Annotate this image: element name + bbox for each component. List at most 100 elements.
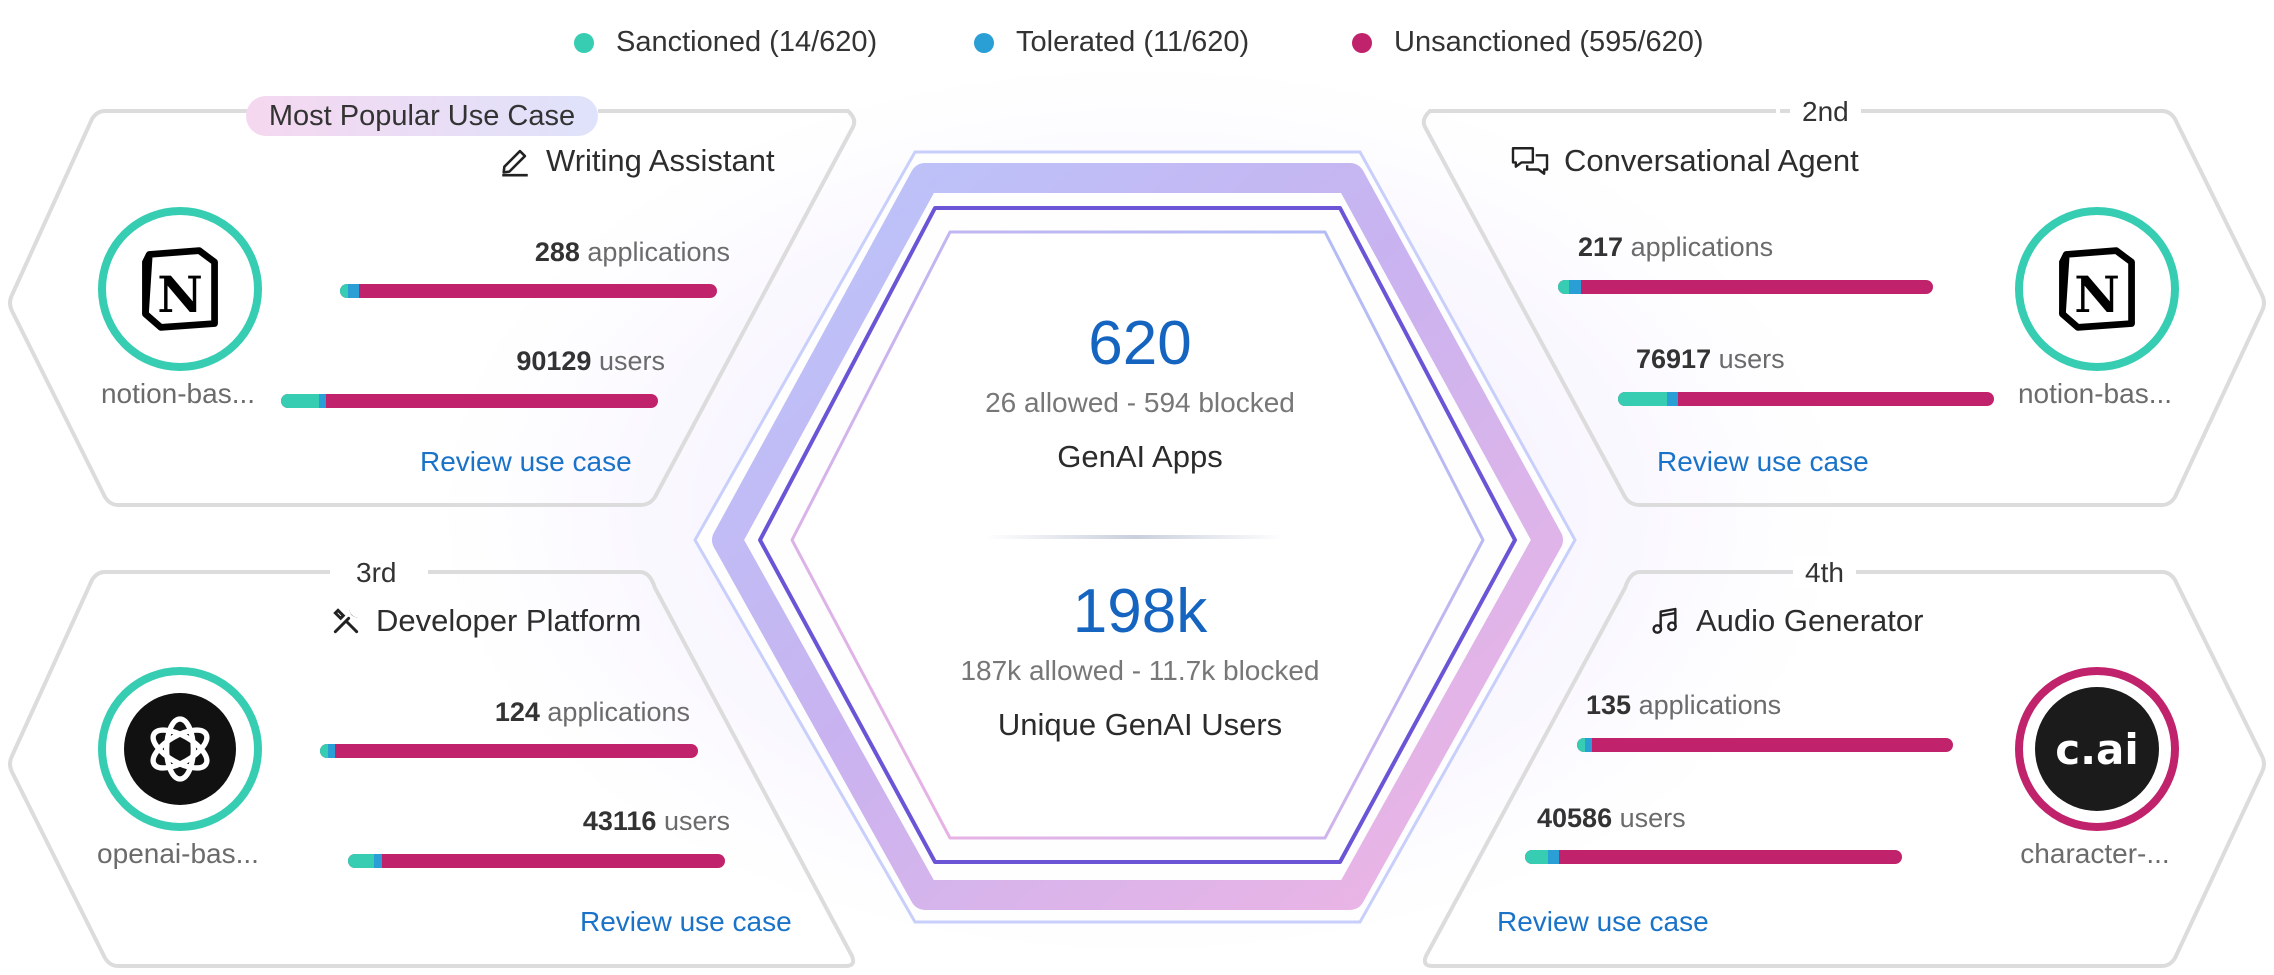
legend-item-unsanctioned[interactable]: Unsanctioned (595/620) — [1352, 26, 1704, 59]
users-bar — [281, 394, 658, 408]
apps-label: GenAI Apps — [1057, 439, 1223, 474]
app-name: notion-bas... — [2017, 378, 2173, 409]
app-name: openai-bas... — [97, 838, 259, 869]
applications-bar — [1577, 738, 1953, 752]
rank-badge: 4th — [1793, 557, 1856, 589]
app-logo-notion: N — [2015, 207, 2179, 371]
apps-breakdown: 26 allowed - 594 blocked — [985, 387, 1295, 418]
card-title-writing-assistant: Writing Assistant — [498, 143, 775, 179]
tolerated-segment — [1547, 850, 1559, 864]
card-title-label: Conversational Agent — [1564, 143, 1859, 178]
users-value: 40586 — [1537, 803, 1613, 833]
unsanctioned-dot-icon — [1352, 32, 1372, 53]
applications-value: 217 — [1578, 232, 1624, 262]
legend-item-sanctioned[interactable]: Sanctioned (14/620) — [574, 26, 877, 59]
users-metric: 90129 users — [420, 346, 665, 377]
logo-text: c.ai — [2055, 724, 2139, 774]
most-popular-badge: Most Popular Use Case — [246, 96, 598, 136]
genai-apps-summary: 620 26 allowed - 594 blocked GenAI Apps — [880, 308, 1400, 475]
card-title-developer-platform: Developer Platform — [330, 603, 641, 639]
app-name: notion-bas... — [100, 378, 256, 409]
review-use-case-link[interactable]: Review use case — [1657, 446, 1869, 477]
users-metric: 40586 users — [1537, 803, 1686, 834]
applications-unit: applications — [1630, 232, 1774, 262]
applications-unit: applications — [1638, 690, 1782, 720]
users-bar — [348, 854, 725, 868]
card-frame-developer — [8, 570, 856, 968]
sanctioned-segment — [1558, 280, 1570, 294]
users-breakdown: 187k allowed - 11.7k blocked — [960, 655, 1320, 686]
users-label: Unique GenAI Users — [997, 707, 1283, 742]
users-bar — [1525, 850, 1902, 864]
app-name: character-... — [2020, 838, 2170, 869]
tolerated-segment — [318, 394, 327, 408]
openai-logo-icon — [124, 693, 236, 805]
tolerated-segment — [1666, 392, 1679, 406]
users-unit: users — [1718, 344, 1785, 374]
users-unit: users — [598, 346, 665, 376]
tolerated-segment — [347, 284, 359, 298]
sanctioned-segment — [340, 284, 348, 298]
applications-value: 124 — [494, 697, 540, 727]
notion-logo-icon: N — [142, 247, 218, 331]
center-divider — [985, 535, 1285, 539]
card-title-conversational-agent: Conversational Agent — [1510, 143, 1859, 179]
applications-value: 288 — [534, 237, 580, 267]
tolerated-segment — [1584, 738, 1593, 752]
sanctioned-segment — [1577, 738, 1585, 752]
users-unit: users — [663, 806, 730, 836]
applications-metric: 124 applications — [440, 697, 690, 728]
applications-metric: 288 applications — [480, 237, 730, 268]
card-frame-writing — [8, 109, 857, 507]
sanctioned-dot-icon — [574, 32, 594, 53]
sanctioned-segment — [1618, 392, 1667, 406]
card-title-audio-generator: Audio Generator — [1650, 603, 1923, 639]
users-value: 90129 — [516, 346, 592, 376]
character-ai-logo-icon: c.ai — [2035, 687, 2159, 811]
applications-value: 135 — [1586, 690, 1632, 720]
legend-label: Unsanctioned (595/620) — [1394, 26, 1704, 58]
apps-count: 620 — [1088, 309, 1192, 378]
legend-label: Tolerated (11/620) — [1016, 26, 1250, 58]
svg-text:N: N — [2074, 265, 2120, 324]
applications-unit: applications — [547, 697, 690, 727]
legend-label: Sanctioned (14/620) — [616, 26, 878, 58]
tolerated-segment — [327, 744, 336, 758]
users-value: 43116 — [582, 806, 657, 836]
app-logo-notion: N — [98, 207, 262, 371]
sanctioned-segment — [1525, 850, 1548, 864]
tools-icon — [333, 608, 359, 634]
card-title-label: Writing Assistant — [546, 143, 775, 178]
rank-badge: 3rd — [344, 557, 409, 589]
users-metric: 43116 users — [490, 806, 730, 837]
tolerated-dot-icon — [974, 32, 994, 53]
review-use-case-link[interactable]: Review use case — [1497, 906, 1709, 937]
users-metric: 76917 users — [1636, 344, 1785, 375]
card-title-label: Audio Generator — [1696, 603, 1924, 638]
applications-bar — [1558, 280, 1933, 294]
legend-item-tolerated[interactable]: Tolerated (11/620) — [974, 26, 1249, 59]
applications-bar — [340, 284, 717, 298]
applications-unit: applications — [587, 237, 730, 267]
review-use-case-link[interactable]: Review use case — [420, 446, 632, 477]
tolerated-segment — [374, 854, 382, 868]
applications-bar — [320, 744, 698, 758]
svg-text:N: N — [157, 265, 203, 324]
sanctioned-segment — [348, 854, 375, 868]
app-logo-character-ai: c.ai — [2015, 667, 2179, 831]
sanctioned-segment — [281, 394, 319, 408]
users-bar — [1618, 392, 1994, 406]
applications-metric: 217 applications — [1578, 232, 1773, 263]
users-count: 198k — [1072, 577, 1208, 646]
rank-badge: 2nd — [1790, 96, 1861, 128]
tolerated-segment — [1569, 280, 1581, 294]
card-title-label: Developer Platform — [376, 603, 642, 638]
chat-bubbles-icon — [1511, 147, 1549, 175]
music-note-icon — [1652, 607, 1677, 634]
users-value: 76917 — [1636, 344, 1712, 374]
card-frame-audio — [1422, 570, 2266, 968]
notion-logo-icon: N — [2059, 247, 2135, 331]
review-use-case-link[interactable]: Review use case — [580, 906, 792, 937]
legend: Sanctioned (14/620) Tolerated (11/620) U… — [0, 26, 2274, 66]
